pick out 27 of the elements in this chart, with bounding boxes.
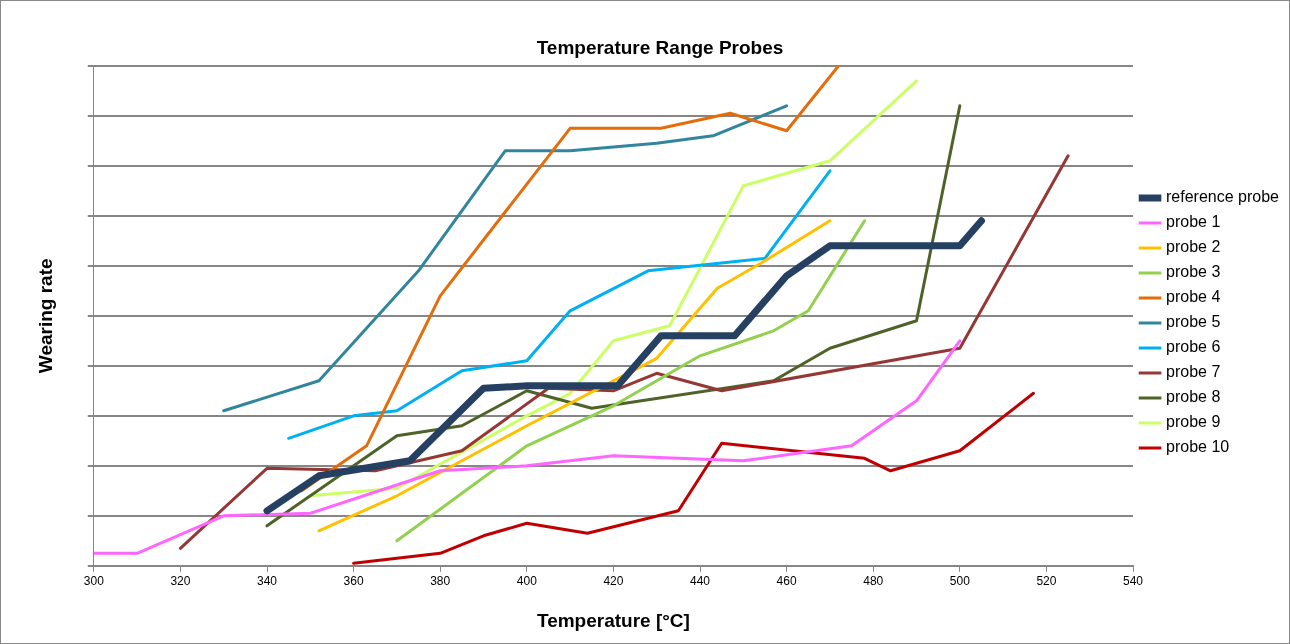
x-tick-label: 540 bbox=[1123, 574, 1144, 589]
legend-label: probe 2 bbox=[1166, 238, 1221, 256]
legend-label: probe 6 bbox=[1166, 338, 1221, 356]
x-tick-label: 420 bbox=[603, 574, 624, 589]
x-tick-label: 340 bbox=[256, 574, 278, 589]
legend-label: probe 10 bbox=[1166, 438, 1230, 456]
legend-label: probe 1 bbox=[1166, 213, 1221, 231]
x-tick-label: 380 bbox=[430, 574, 451, 589]
x-tick-label: 440 bbox=[690, 574, 711, 589]
x-tick-label: 400 bbox=[516, 574, 538, 589]
legend-label: probe 8 bbox=[1166, 388, 1221, 406]
x-tick-label: 320 bbox=[170, 574, 191, 589]
chart-title: Temperature Range Probes bbox=[536, 36, 784, 58]
y-axis-title: Wearing rate bbox=[34, 258, 56, 374]
x-tick-label: 520 bbox=[1036, 574, 1057, 589]
legend-label: probe 3 bbox=[1166, 263, 1221, 281]
legend-label: probe 7 bbox=[1166, 363, 1221, 381]
legend-label: probe 4 bbox=[1166, 288, 1221, 306]
x-tick-label: 480 bbox=[863, 574, 884, 589]
x-tick-label: 300 bbox=[83, 574, 105, 589]
legend-label: reference probe bbox=[1166, 188, 1280, 206]
legend-label: probe 9 bbox=[1166, 413, 1221, 431]
x-tick-label: 360 bbox=[343, 574, 364, 589]
x-tick-label: 500 bbox=[949, 574, 971, 589]
legend-label: probe 5 bbox=[1166, 313, 1221, 331]
x-axis-title: Temperature [°C] bbox=[536, 609, 690, 631]
x-tick-label: 460 bbox=[776, 574, 797, 589]
